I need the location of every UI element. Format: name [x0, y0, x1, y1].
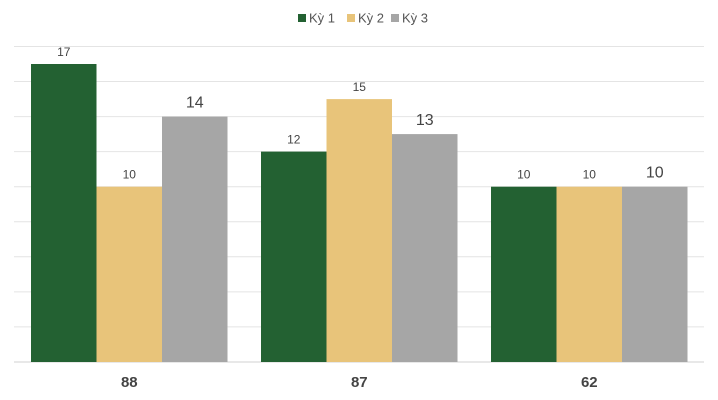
bar [491, 186, 557, 362]
x-tick-label: 88 [121, 374, 138, 391]
legend-swatch [298, 14, 306, 22]
bar [31, 64, 97, 362]
data-labels: 17 10 14 12 15 13 10 10 10 [57, 45, 664, 182]
data-label: 10 [517, 168, 531, 182]
bar [556, 186, 622, 362]
data-label: 10 [583, 168, 597, 182]
bars [31, 64, 688, 362]
data-label: 10 [123, 168, 137, 182]
x-tick-label: 87 [351, 374, 368, 391]
x-axis: 88 87 62 [121, 374, 598, 391]
bar [261, 151, 327, 362]
legend-swatch [391, 14, 399, 22]
data-label: 14 [186, 95, 204, 112]
bar [96, 186, 162, 362]
data-label: 15 [353, 80, 367, 94]
legend: Kỳ 1 Kỳ 2 Kỳ 3 [298, 11, 428, 26]
bar [392, 134, 458, 362]
legend-swatch [347, 14, 355, 22]
bar [162, 116, 228, 362]
legend-label: Kỳ 3 [402, 11, 428, 26]
data-label: 17 [57, 45, 71, 59]
data-label: 12 [287, 133, 301, 147]
data-label: 13 [416, 112, 434, 129]
legend-label: Kỳ 2 [358, 11, 384, 26]
bar [622, 186, 688, 362]
x-tick-label: 62 [581, 374, 598, 391]
bar [326, 99, 392, 362]
data-label: 10 [646, 165, 664, 182]
legend-label: Kỳ 1 [309, 11, 335, 26]
